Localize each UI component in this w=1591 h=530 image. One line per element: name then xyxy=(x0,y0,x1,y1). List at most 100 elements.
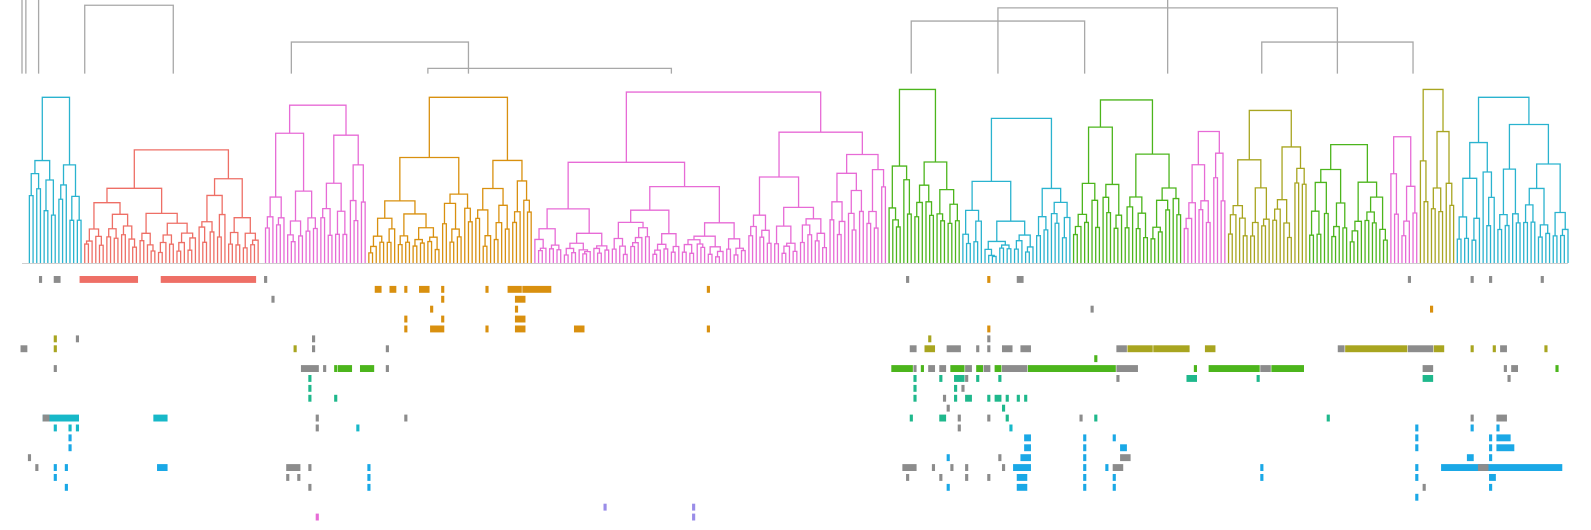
dendrogram-link xyxy=(213,178,243,218)
dendrogram-link xyxy=(176,250,182,263)
dendrogram-link xyxy=(836,233,842,263)
heatmap-tile xyxy=(1127,345,1153,353)
heatmap-tile xyxy=(315,424,319,432)
dendrogram-link xyxy=(1036,235,1042,263)
heatmap-tile xyxy=(64,464,68,471)
cluster-branch xyxy=(1309,144,1388,263)
upper-link xyxy=(25,0,1169,74)
dendrogram-link xyxy=(449,193,469,209)
dendrogram-link xyxy=(1272,219,1278,263)
dendrogram-link xyxy=(822,246,828,263)
dendrogram-link xyxy=(1512,213,1519,263)
dendrogram-link xyxy=(216,236,222,263)
dendrogram-link xyxy=(1342,227,1348,263)
heatmap-tile xyxy=(1470,414,1474,422)
upper-link xyxy=(21,0,40,74)
dendrogram-link xyxy=(288,104,347,136)
dendrogram-link xyxy=(1129,196,1143,214)
heatmap-tile xyxy=(53,345,57,353)
heatmap-tile xyxy=(692,513,696,521)
dendrogram-link xyxy=(939,188,955,214)
dendrogram-link xyxy=(290,241,296,263)
heatmap-tile xyxy=(946,345,961,353)
dendrogram-link xyxy=(159,241,167,263)
dendrogram-link xyxy=(419,242,425,263)
dendrogram-link xyxy=(1403,220,1410,263)
heatmap-tile xyxy=(514,325,526,333)
dendrogram-link xyxy=(611,248,617,263)
dendrogram-link xyxy=(700,246,706,263)
dendrogram-link xyxy=(1379,228,1387,263)
dendrogram-link xyxy=(906,213,912,263)
heatmap-tile xyxy=(160,276,257,283)
dendrogram-link xyxy=(336,210,346,235)
heatmap-tile xyxy=(441,315,445,323)
dendrogram-link xyxy=(523,199,530,263)
heatmap-tile xyxy=(950,464,954,471)
dendrogram-link xyxy=(516,180,528,212)
dendrogram-link xyxy=(622,253,628,263)
dendrogram-link xyxy=(428,96,509,161)
heatmap-tile xyxy=(1422,365,1434,372)
dendrogram-link xyxy=(715,256,721,263)
dendrogram-link xyxy=(36,188,42,263)
heatmap-tile xyxy=(308,384,312,392)
heatmap-tile xyxy=(312,335,316,343)
dendrogram-link xyxy=(563,254,569,263)
dendrogram-link xyxy=(157,251,163,263)
dendrogram-link xyxy=(1458,216,1468,240)
dendrogram-link xyxy=(1200,200,1209,223)
dendrogram-link xyxy=(1530,221,1536,263)
dendrogram-link xyxy=(139,240,145,263)
dendrogram-link xyxy=(783,245,791,263)
heatmap-tile xyxy=(1001,345,1013,353)
dendrogram-link xyxy=(918,184,930,203)
heatmap-tile xyxy=(20,345,28,353)
heatmap-tile xyxy=(1005,394,1009,402)
dendrogram-link xyxy=(829,219,835,263)
heatmap-tile xyxy=(1422,375,1434,382)
dendrogram-link xyxy=(1191,164,1206,203)
heatmap-tile xyxy=(385,345,389,353)
heatmap-tile xyxy=(367,474,371,481)
dendrogram-link xyxy=(850,189,863,214)
heatmap-tile xyxy=(998,375,1002,382)
dendrogram-link xyxy=(349,199,357,263)
dendrogram-link xyxy=(342,233,348,263)
dendrogram-link xyxy=(1113,227,1119,263)
dendrogram-link xyxy=(1018,234,1031,247)
dendrogram-link xyxy=(778,131,863,177)
dendrogram-link xyxy=(1464,237,1470,263)
dendrogram-link xyxy=(180,232,194,243)
heatmap-tile xyxy=(271,295,275,303)
dendrogram-link xyxy=(1333,225,1340,263)
dendrogram-link xyxy=(464,207,471,263)
dendrogram-link xyxy=(1382,239,1388,263)
dendrogram-link xyxy=(681,251,687,263)
dendrogram-link xyxy=(750,225,757,263)
dendrogram-link xyxy=(429,236,438,250)
heatmap-tile xyxy=(308,375,312,382)
dendrogram-link xyxy=(1227,233,1233,263)
dendrogram-link xyxy=(654,249,661,263)
heatmap-tile xyxy=(942,394,947,402)
dendrogram-link xyxy=(264,227,270,263)
heatmap-tile xyxy=(367,464,371,471)
dendrogram-link xyxy=(1074,225,1082,263)
cluster-branch xyxy=(962,117,1071,263)
dendrogram-link xyxy=(50,214,56,263)
dendrogram-link xyxy=(229,231,239,245)
heatmap-tile xyxy=(1415,424,1419,432)
dendrogram-link xyxy=(106,236,112,263)
heatmap-tile xyxy=(928,365,936,372)
heatmap-tile xyxy=(1112,464,1124,471)
dendrogram-link xyxy=(1061,237,1067,263)
dendrogram-link xyxy=(189,237,197,263)
heatmap-tile xyxy=(315,414,319,422)
dendrogram-link xyxy=(1471,239,1477,263)
dendrogram-link xyxy=(644,236,650,263)
heatmap-tile xyxy=(976,345,980,353)
dendrogram-link xyxy=(816,232,826,248)
dendrogram-link xyxy=(106,187,163,214)
heatmap-tile xyxy=(1009,424,1013,432)
